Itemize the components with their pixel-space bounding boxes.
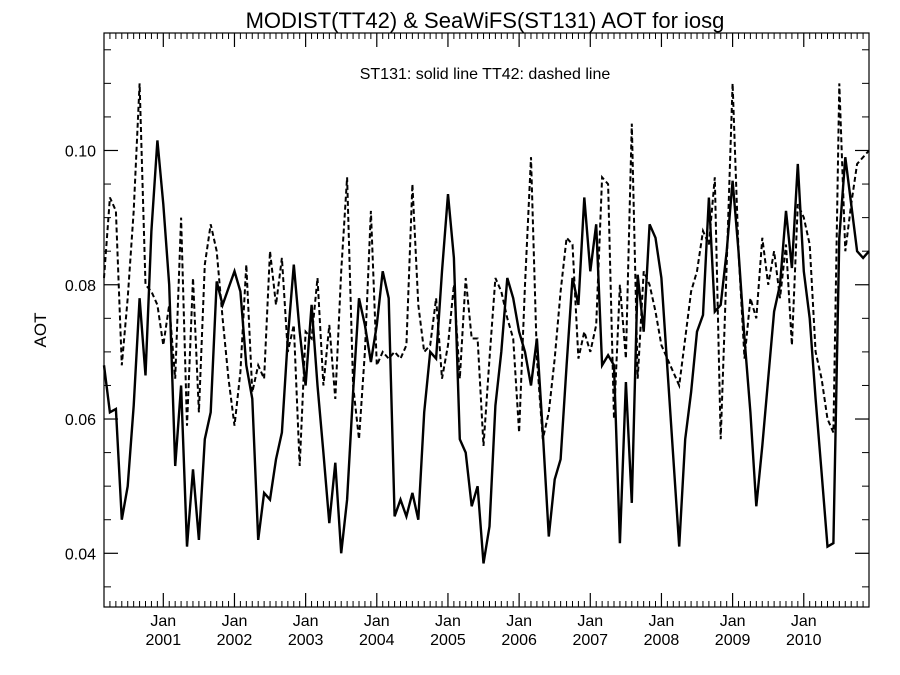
- x-tick-month-label: Jan: [150, 613, 176, 630]
- x-axis-ticks: Jan 2001 Jan 2002 Jan 2003 Jan 2004 Jan 2005 Jan 20…: [103, 33, 870, 649]
- series-line-st131: [102, 140, 870, 564]
- x-tick-month-label: Jan: [791, 613, 817, 630]
- x-tick-month-label: Jan: [506, 613, 532, 630]
- x-tick-month-label: Jan: [222, 613, 248, 630]
- series-line-tt42: [103, 83, 870, 467]
- y-tick-label: 0.10: [65, 143, 96, 160]
- x-tick-month-label: Jan: [649, 613, 675, 630]
- chart-title: MODIST(TT42) & SeaWiFS(ST131) AOT for io…: [246, 8, 725, 33]
- x-tick-year-label: 2008: [644, 632, 680, 649]
- x-tick-month-label: Jan: [435, 613, 461, 630]
- x-tick-year-label: 2007: [572, 632, 608, 649]
- line-style-annotation: ST131: solid line TT42: dashed line: [360, 66, 611, 83]
- y-axis-label: AOT: [31, 313, 50, 348]
- x-tick-month-label: Jan: [293, 613, 319, 630]
- x-tick-year-label: 2010: [786, 632, 822, 649]
- y-tick-label: 0.04: [65, 546, 96, 563]
- y-axis-ticks: 0.04 0.06 0.08 0.10: [65, 49, 869, 588]
- x-tick-month-label: Jan: [364, 613, 390, 630]
- x-tick-year-label: 2004: [359, 632, 395, 649]
- plot-frame: [103, 32, 870, 608]
- x-tick-month-label: Jan: [577, 613, 603, 630]
- x-tick-year-label: 2006: [501, 632, 537, 649]
- x-tick-year-label: 2009: [715, 632, 751, 649]
- series-layer: [102, 83, 870, 564]
- y-tick-label: 0.06: [65, 412, 96, 429]
- y-tick-label: 0.08: [65, 278, 96, 295]
- x-tick-year-label: 2001: [146, 632, 182, 649]
- x-tick-month-label: Jan: [720, 613, 746, 630]
- x-tick-year-label: 2003: [288, 632, 324, 649]
- x-tick-year-label: 2002: [217, 632, 253, 649]
- x-tick-year-label: 2005: [430, 632, 466, 649]
